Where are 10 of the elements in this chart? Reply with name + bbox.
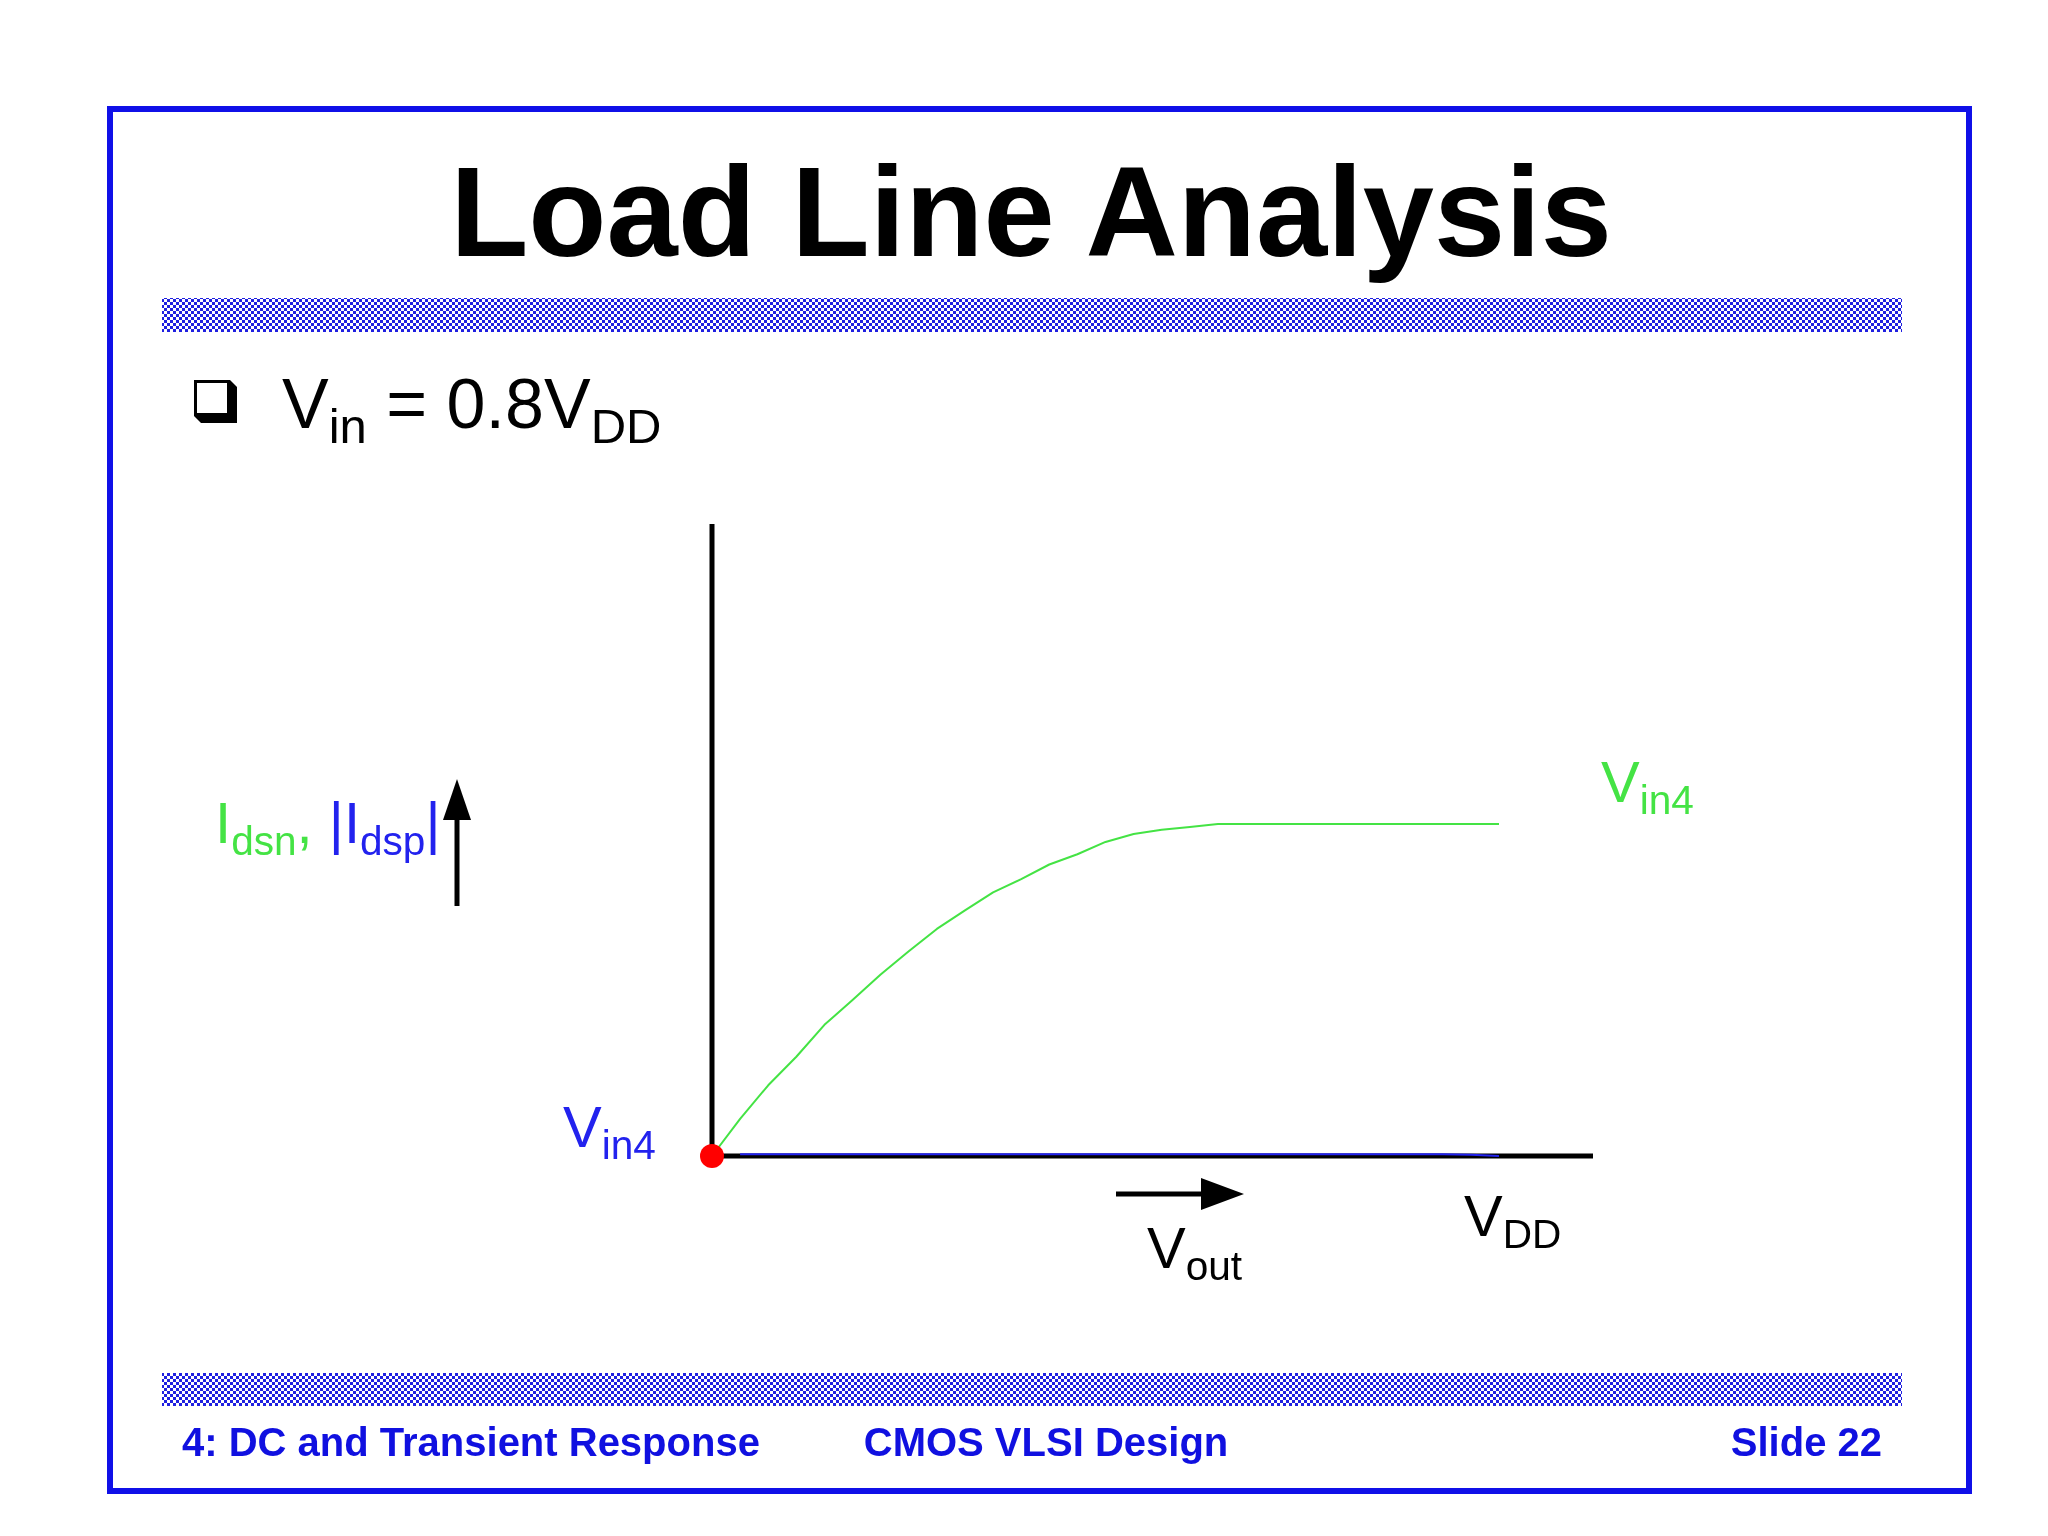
text: CMOS VLSI Design — [863, 1420, 1229, 1464]
chart-subtitle: V$_{in}$ = 0.8V$_{DD}$ — [282, 365, 662, 453]
x-axis-title: V$_{out}$ — [1147, 1215, 1243, 1290]
text: Slide 22 — [1730, 1420, 1882, 1464]
series-label: V$_{in4}$ — [1601, 749, 1694, 824]
text: V$_{DD}$ — [1464, 1183, 1562, 1258]
y-axis-title: I$_{dsn}$, |I$_{dsp}$| — [215, 790, 441, 865]
text: 4: DC and Transient Response — [182, 1420, 760, 1464]
chart-title: Load Line Analysis — [450, 140, 1612, 283]
series-label: V$_{in4}$ — [563, 1094, 656, 1169]
